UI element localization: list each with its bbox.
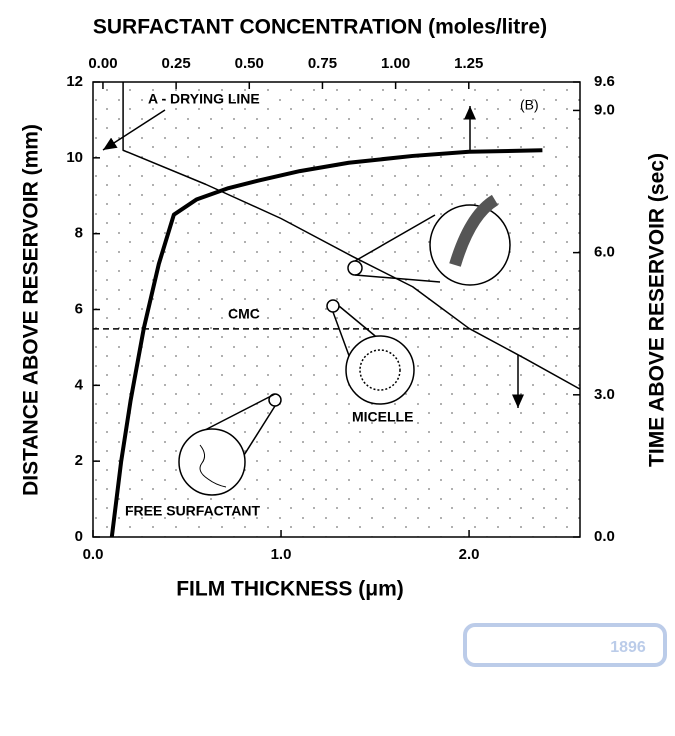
watermark-text: 1896 [610,639,646,656]
y-tick-label: 10 [66,149,83,166]
annotation: A - DRYING LINE [148,91,260,107]
annotation: (B) [520,97,539,113]
y-tick-label: 2 [75,452,83,469]
annotation: FREE SURFACTANT [125,503,261,519]
x2-tick-label: 0.25 [162,55,191,72]
x2-tick-label: 1.25 [454,55,483,72]
x2-tick-label: 1.00 [381,55,410,72]
x-tick-label: 1.0 [271,546,292,563]
x-axis-label: FILM THICKNESS (μm) [176,578,404,601]
x2-tick-label: 0.00 [88,55,117,72]
x-tick-label: 0.0 [83,546,104,563]
cmc-label: CMC [228,306,260,322]
y-tick-label: 12 [66,73,83,90]
y2-tick-label: 3.0 [594,386,615,403]
chart: SURFACTANT CONCENTRATION (moles/litre) F… [0,0,675,731]
y-tick-label: 0 [75,528,83,545]
y2-tick-label: 9.6 [594,73,615,90]
y2-axis-label: TIME ABOVE RESERVOIR (sec) [646,153,669,467]
x-tick-label: 2.0 [459,546,480,563]
x2-axis-label: SURFACTANT CONCENTRATION (moles/litre) [93,16,547,39]
y-tick-label: 8 [75,225,83,242]
y-tick-label: 4 [75,376,84,393]
y-tick-label: 6 [75,300,83,317]
x2-tick-label: 0.75 [308,55,337,72]
y2-tick-label: 0.0 [594,528,615,545]
x2-tick-label: 0.50 [235,55,264,72]
annotation: MICELLE [352,409,413,425]
watermark: 1896 [465,625,665,665]
y2-tick-label: 6.0 [594,244,615,261]
y2-tick-label: 9.0 [594,101,615,118]
y-axis-label: DISTANCE ABOVE RESERVOIR (mm) [20,124,43,496]
